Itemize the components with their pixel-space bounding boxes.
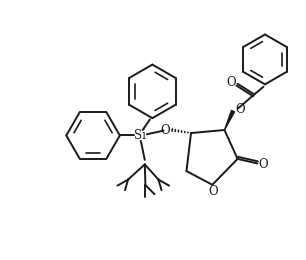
Text: O: O (235, 103, 244, 116)
Text: Si: Si (134, 129, 146, 142)
Text: O: O (208, 185, 218, 198)
Text: O: O (258, 158, 268, 171)
Text: O: O (161, 124, 170, 136)
Polygon shape (225, 110, 234, 130)
Text: O: O (226, 76, 236, 89)
